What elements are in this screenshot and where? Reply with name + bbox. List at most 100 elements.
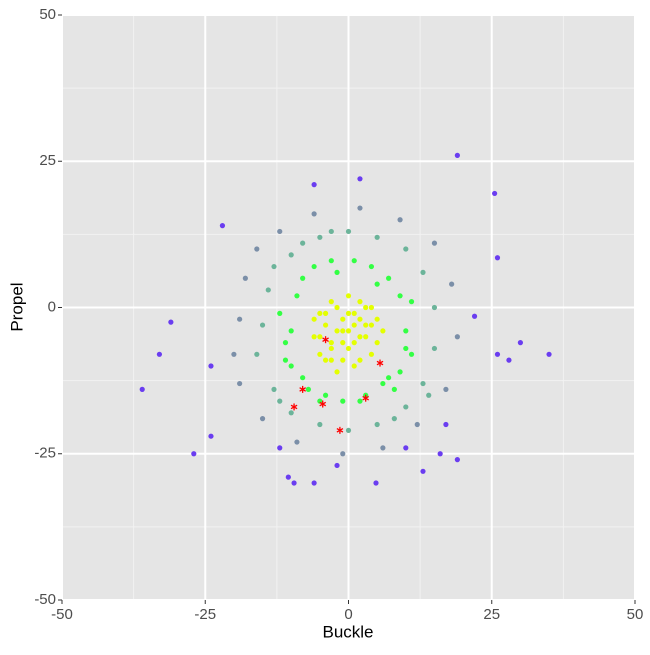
x-tick-label: -50 <box>51 606 73 623</box>
point <box>322 310 329 316</box>
point <box>374 340 380 346</box>
point <box>431 240 438 246</box>
point <box>386 275 392 281</box>
point <box>420 269 426 275</box>
point <box>322 357 329 363</box>
point <box>345 293 352 299</box>
point <box>351 363 357 369</box>
point <box>340 398 346 404</box>
point <box>357 299 363 305</box>
point <box>277 398 283 404</box>
point <box>437 451 443 457</box>
point <box>374 316 380 322</box>
point <box>328 299 334 305</box>
asterisk-stroke <box>290 404 298 410</box>
point <box>357 357 363 363</box>
point <box>340 340 346 346</box>
point <box>317 310 323 316</box>
point <box>345 310 352 316</box>
points <box>139 152 552 486</box>
y-axis-title: Propel <box>7 282 26 331</box>
point <box>311 480 317 486</box>
y-tick-label: 50 <box>39 6 56 23</box>
point <box>328 340 334 346</box>
highlight-point <box>362 394 370 402</box>
point <box>328 228 334 235</box>
point <box>317 351 323 357</box>
point <box>363 322 369 328</box>
highlight-point <box>336 426 344 434</box>
point <box>156 351 163 357</box>
point <box>322 322 329 328</box>
highlight-point <box>319 400 327 408</box>
y-tick-label: -25 <box>34 445 56 462</box>
point <box>340 328 346 334</box>
point <box>277 310 283 316</box>
point <box>426 392 432 398</box>
point <box>311 263 317 270</box>
point <box>322 392 329 398</box>
point <box>357 176 363 182</box>
point <box>340 451 346 457</box>
point <box>494 351 501 357</box>
point <box>259 322 266 328</box>
point <box>305 386 311 392</box>
point <box>294 293 300 299</box>
point <box>368 304 375 311</box>
point <box>380 328 386 334</box>
point <box>443 386 449 392</box>
point <box>494 255 501 261</box>
point <box>168 319 174 325</box>
point <box>311 334 317 340</box>
point <box>403 445 409 451</box>
point <box>397 369 403 375</box>
point <box>282 357 289 363</box>
point <box>282 340 289 346</box>
point <box>363 334 369 340</box>
x-tick-label: 50 <box>627 606 644 623</box>
point <box>300 240 306 246</box>
point <box>431 304 438 311</box>
x-tick-label: -25 <box>194 606 216 623</box>
point <box>334 269 340 275</box>
point <box>391 416 397 422</box>
point <box>546 351 552 357</box>
point <box>288 410 294 416</box>
point <box>334 304 340 311</box>
point <box>285 474 291 480</box>
point <box>374 234 380 240</box>
point <box>277 228 283 235</box>
point <box>328 357 334 363</box>
point <box>311 316 317 322</box>
point <box>380 380 386 387</box>
y-tick-label: 0 <box>48 298 56 315</box>
point <box>471 313 478 319</box>
point <box>420 468 426 474</box>
point <box>334 369 340 375</box>
point <box>357 398 363 404</box>
point <box>345 345 352 352</box>
point <box>408 299 415 305</box>
point <box>357 334 363 340</box>
point <box>431 345 438 352</box>
point <box>265 287 271 293</box>
point <box>351 322 357 328</box>
point <box>317 334 323 340</box>
point <box>317 234 323 240</box>
point <box>408 351 415 357</box>
asterisk-stroke <box>322 337 329 342</box>
asterisk-stroke <box>362 395 370 401</box>
point <box>345 328 352 334</box>
point <box>368 263 375 270</box>
point <box>391 386 397 392</box>
point <box>242 275 248 281</box>
point <box>254 246 260 252</box>
point <box>414 421 420 428</box>
point <box>288 252 294 258</box>
point <box>345 427 352 433</box>
point <box>288 328 294 334</box>
point <box>403 404 409 410</box>
point <box>311 182 317 188</box>
point <box>288 363 294 369</box>
